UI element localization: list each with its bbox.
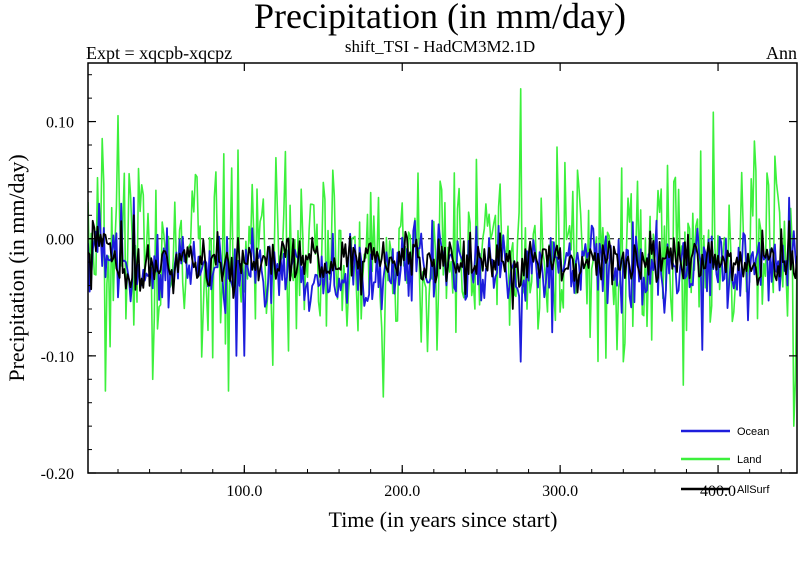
chart-title: Precipitation (in mm/day) xyxy=(254,0,626,36)
x-axis: 100.0 200.0 300.0 400.0 xyxy=(117,63,782,500)
y-tick-label: 0.10 xyxy=(46,115,74,132)
legend-label-allsurf: AllSurf xyxy=(737,484,770,496)
season-label: Ann xyxy=(766,43,797,63)
experiment-label: Expt = xqcpb-xqcpz xyxy=(86,43,232,63)
x-tick-label: 100.0 xyxy=(226,483,262,500)
x-tick-label: 300.0 xyxy=(542,483,578,500)
y-tick-label: 0.00 xyxy=(46,232,74,249)
x-tick-label: 400.0 xyxy=(700,483,736,500)
legend: Ocean Land AllSurf xyxy=(681,426,770,496)
legend-label-ocean: Ocean xyxy=(737,426,769,438)
y-tick-label: -0.10 xyxy=(41,349,74,366)
y-axis: 0.10 0.00 -0.10 -0.20 xyxy=(41,74,797,483)
x-axis-label: Time (in years since start) xyxy=(329,507,558,532)
plot-area xyxy=(88,88,797,427)
series-line-land xyxy=(88,88,797,427)
y-axis-label: Precipitation (in mm/day) xyxy=(4,154,29,381)
y-tick-label: -0.20 xyxy=(41,466,74,483)
legend-label-land: Land xyxy=(737,454,761,466)
comparison-label: shift_TSI - HadCM3M2.1D xyxy=(345,37,535,56)
x-tick-label: 200.0 xyxy=(384,483,420,500)
plot-frame xyxy=(87,62,798,474)
series-line-allsurf xyxy=(88,214,797,310)
